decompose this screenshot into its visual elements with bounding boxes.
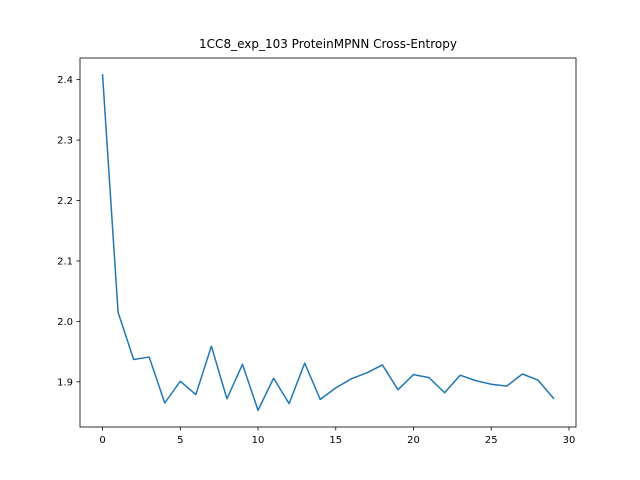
axes-frame [79, 57, 577, 428]
y-axis: 1.9 2.0 2.1 2.2 2.3 2.4 [57, 75, 80, 388]
x-tick-label: 25 [485, 435, 498, 446]
y-tick-label: 2.1 [57, 256, 73, 267]
x-tick-label: 10 [252, 435, 265, 446]
y-tick-label: 2.3 [57, 136, 73, 147]
chart-title: 1CC8_exp_103 ProteinMPNN Cross-Entropy [199, 37, 457, 51]
series-line [101, 74, 555, 412]
y-tick-label: 2.0 [57, 317, 73, 328]
x-tick-label: 15 [329, 435, 342, 446]
x-tick-label: 30 [563, 435, 576, 446]
x-axis: 0 5 10 15 20 25 30 [99, 427, 575, 446]
plot-area: 0 5 10 15 20 25 30 1.9 2.0 2.1 2.2 2.3 2.4 [57, 57, 577, 446]
x-tick-label: 0 [99, 435, 105, 446]
y-tick-label: 1.9 [57, 377, 73, 388]
x-tick-label: 5 [177, 435, 183, 446]
x-tick-label: 20 [407, 435, 420, 446]
y-tick-label: 2.2 [57, 196, 73, 207]
y-tick-label: 2.4 [57, 75, 73, 86]
